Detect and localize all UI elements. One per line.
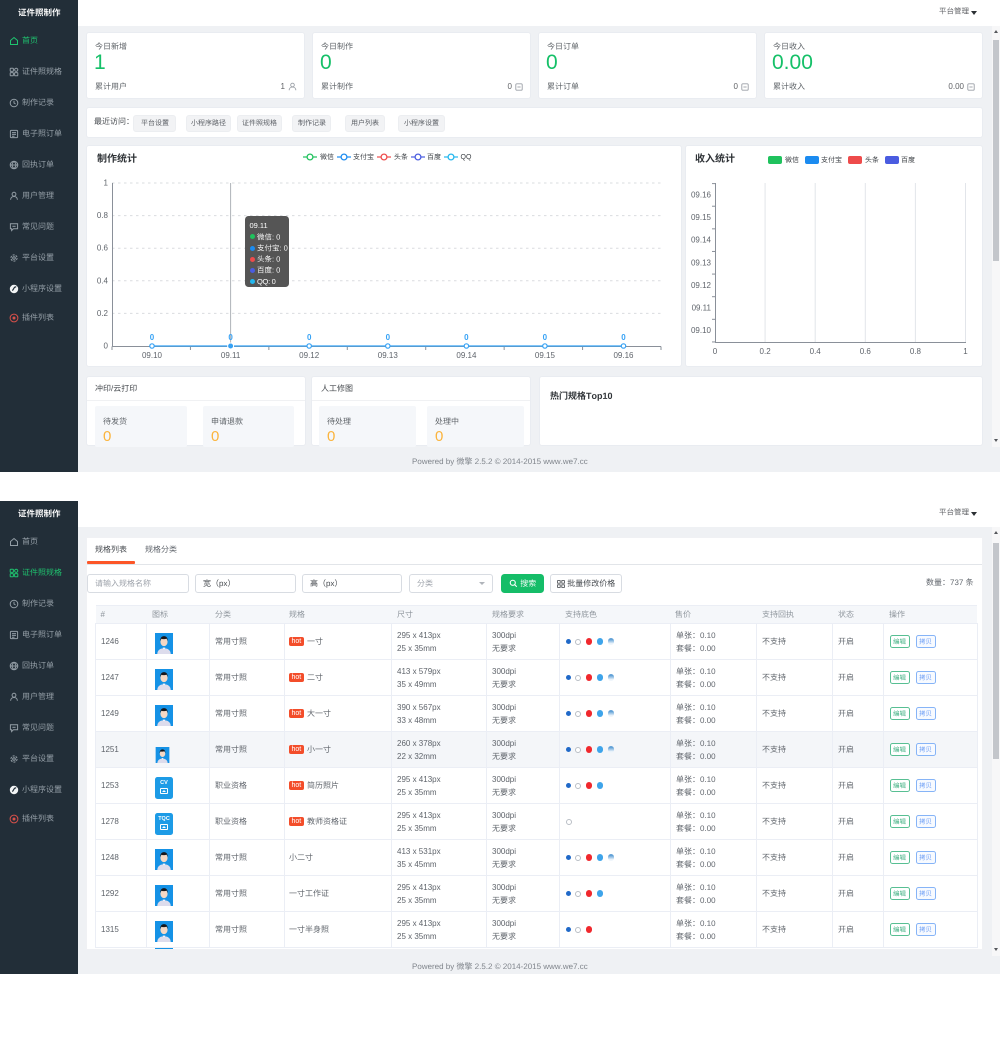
svg-text:09.15: 09.15 [691,213,712,222]
svg-text:0.8: 0.8 [97,211,109,220]
svg-text:0.4: 0.4 [810,347,822,356]
svg-text:09.10: 09.10 [691,326,712,335]
svg-text:0: 0 [307,333,312,342]
svg-text:0.2: 0.2 [97,309,109,318]
svg-text:0.8: 0.8 [910,347,922,356]
svg-text:0: 0 [713,347,718,356]
svg-text:09.10: 09.10 [142,351,163,360]
svg-text:09.16: 09.16 [691,190,712,199]
svg-text:09.12: 09.12 [691,281,712,290]
svg-text:0.6: 0.6 [97,244,109,253]
svg-text:09.14: 09.14 [691,236,712,245]
svg-text:0.2: 0.2 [760,347,772,356]
svg-text:0: 0 [543,333,548,342]
svg-text:0.6: 0.6 [860,347,872,356]
svg-text:0: 0 [386,333,391,342]
svg-text:0: 0 [150,333,155,342]
svg-text:09.11: 09.11 [692,304,712,313]
svg-text:0: 0 [228,333,233,342]
svg-text:09.14: 09.14 [456,351,477,360]
svg-text:09.13: 09.13 [378,351,399,360]
svg-text:09.13: 09.13 [691,258,712,267]
svg-text:1: 1 [104,179,109,188]
svg-text:1: 1 [963,347,968,356]
svg-text:0: 0 [464,333,469,342]
svg-text:0: 0 [104,342,109,351]
svg-text:09.11: 09.11 [221,351,241,360]
svg-text:0: 0 [621,333,626,342]
svg-text:09.16: 09.16 [613,351,634,360]
svg-text:09.12: 09.12 [299,351,320,360]
svg-text:0.4: 0.4 [97,276,109,285]
svg-text:09.15: 09.15 [535,351,556,360]
